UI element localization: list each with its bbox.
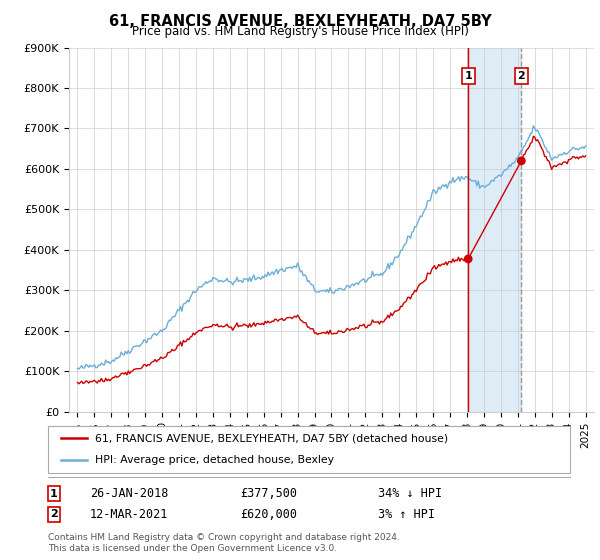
Point <box>517 156 526 165</box>
Text: 2: 2 <box>50 509 58 519</box>
Point <box>463 254 473 263</box>
Text: HPI: Average price, detached house, Bexley: HPI: Average price, detached house, Bexl… <box>95 455 334 465</box>
Text: 1: 1 <box>50 489 58 499</box>
Bar <box>468 48 521 412</box>
Text: £377,500: £377,500 <box>240 487 297 501</box>
Text: 3% ↑ HPI: 3% ↑ HPI <box>378 507 435 521</box>
Text: 61, FRANCIS AVENUE, BEXLEYHEATH, DA7 5BY: 61, FRANCIS AVENUE, BEXLEYHEATH, DA7 5BY <box>109 14 491 29</box>
Text: 34% ↓ HPI: 34% ↓ HPI <box>378 487 442 501</box>
Text: 26-JAN-2018: 26-JAN-2018 <box>90 487 169 501</box>
Text: £620,000: £620,000 <box>240 507 297 521</box>
Text: 1: 1 <box>464 71 472 81</box>
Text: Price paid vs. HM Land Registry's House Price Index (HPI): Price paid vs. HM Land Registry's House … <box>131 25 469 38</box>
Text: 61, FRANCIS AVENUE, BEXLEYHEATH, DA7 5BY (detached house): 61, FRANCIS AVENUE, BEXLEYHEATH, DA7 5BY… <box>95 433 448 444</box>
Text: 12-MAR-2021: 12-MAR-2021 <box>90 507 169 521</box>
Text: Contains HM Land Registry data © Crown copyright and database right 2024.
This d: Contains HM Land Registry data © Crown c… <box>48 533 400 553</box>
Text: 2: 2 <box>517 71 525 81</box>
